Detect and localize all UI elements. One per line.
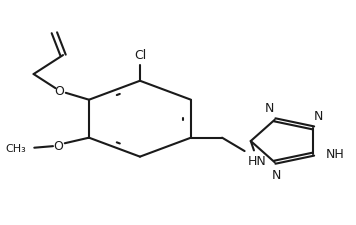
Text: Cl: Cl xyxy=(134,48,146,61)
Text: NH: NH xyxy=(325,147,344,160)
Text: CH₃: CH₃ xyxy=(5,143,26,153)
Text: N: N xyxy=(272,169,281,182)
Text: N: N xyxy=(265,102,274,115)
Text: HN: HN xyxy=(248,154,267,167)
Text: O: O xyxy=(53,139,63,152)
Text: O: O xyxy=(54,85,64,98)
Text: N: N xyxy=(314,110,323,123)
